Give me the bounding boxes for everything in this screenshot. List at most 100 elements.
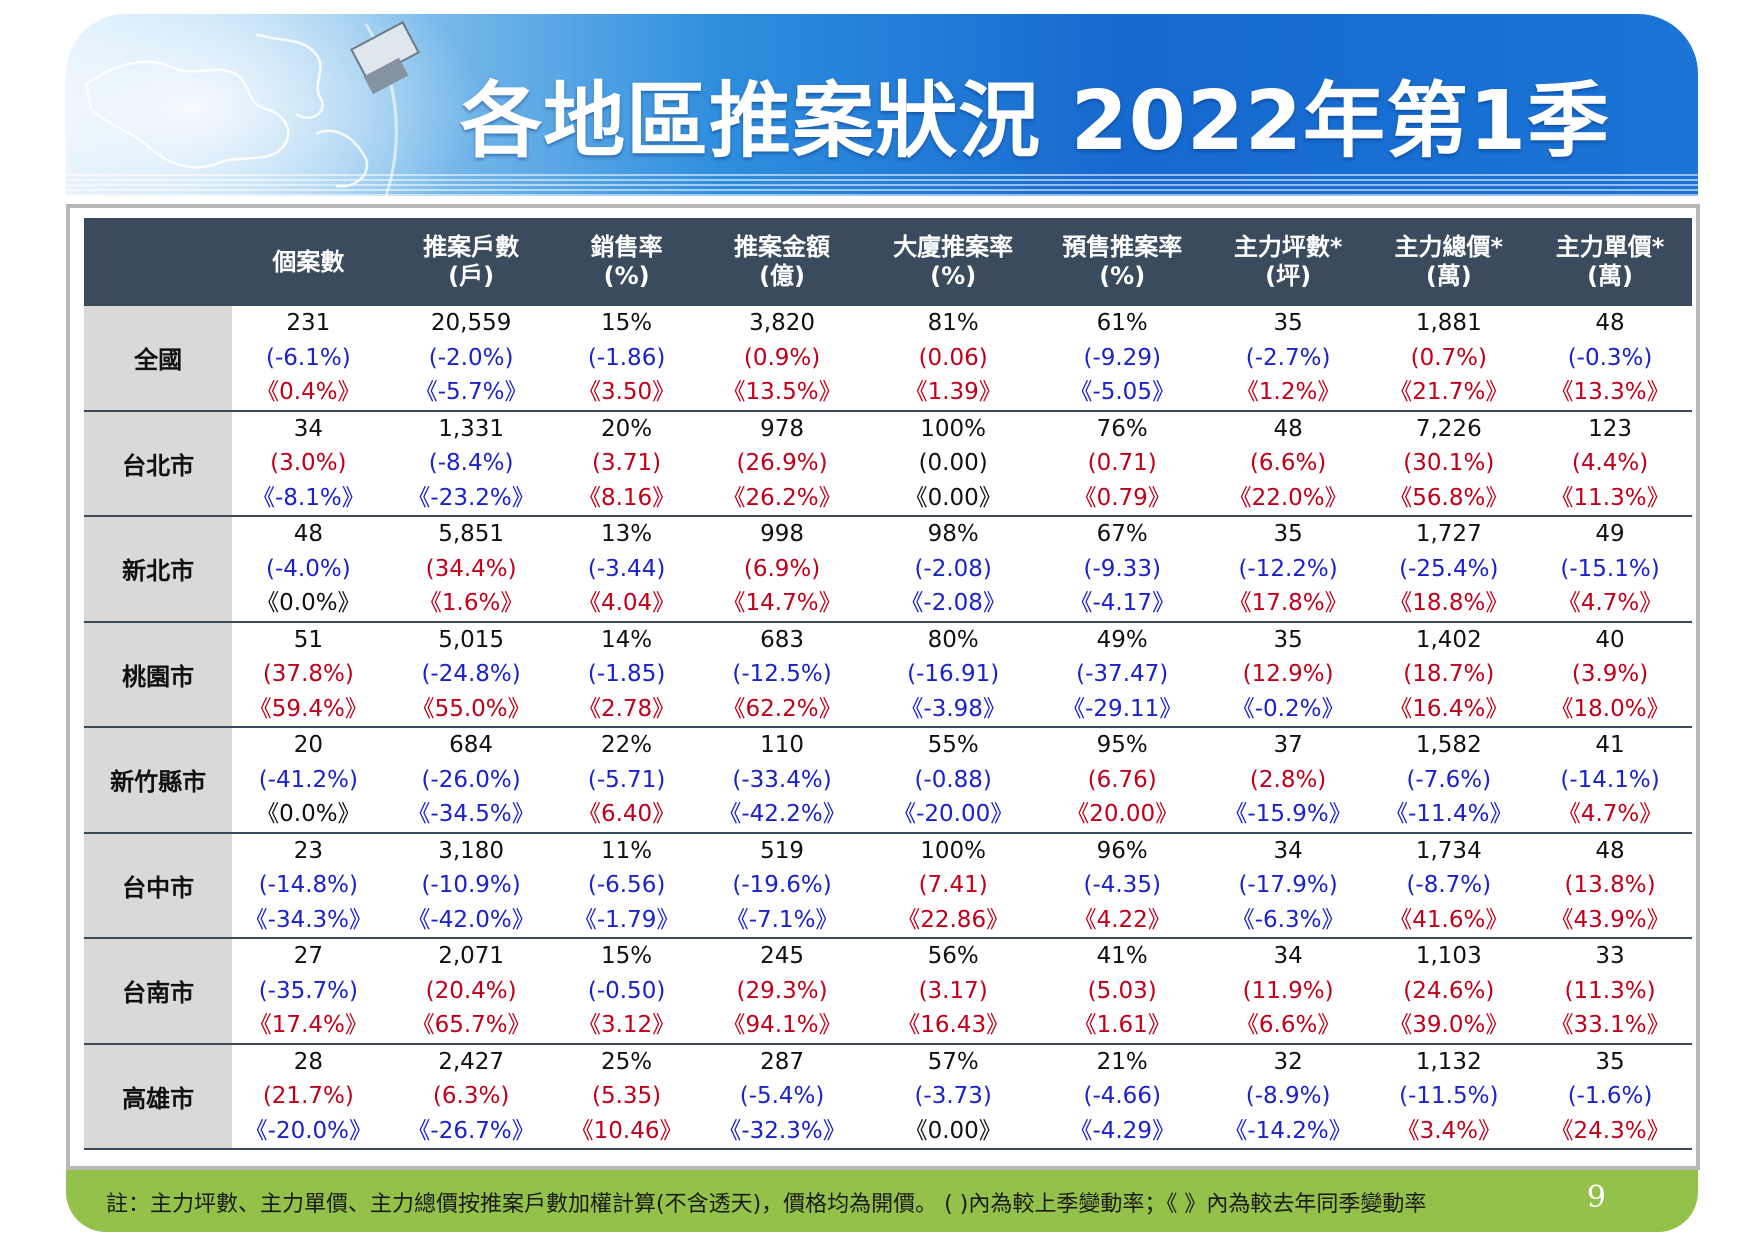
- cell-yoy-change: 《-15.9%》: [1224, 801, 1352, 827]
- cell-yoy-change: 《-5.7%》: [414, 379, 528, 405]
- cell-qoq-change: (-5.4%): [739, 1083, 825, 1109]
- cell-yoy-change: 《8.16》: [577, 484, 676, 511]
- cell-yoy-change: 《26.2%》: [722, 484, 842, 511]
- cell-value: 2,427: [438, 1048, 505, 1075]
- cell-value: 40: [1595, 626, 1625, 653]
- cell-qoq-change: (-16.91): [907, 661, 1000, 687]
- cell-yoy-change: 《1.39》: [904, 379, 1002, 405]
- cell-value: 49%: [1096, 626, 1148, 653]
- column-header: 大廈推案率 (%): [868, 218, 1038, 306]
- cell-qoq-change: (18.7%): [1403, 661, 1495, 687]
- cell-qoq-change: (0.71): [1087, 450, 1157, 476]
- cell-yoy-change: 《94.1%》: [722, 1012, 842, 1038]
- cell-yoy-change: 《2.78》: [577, 695, 676, 722]
- cell-yoy-change: 《-34.5%》: [407, 801, 535, 827]
- cell-yoy-change: 《6.40》: [577, 801, 676, 827]
- cell-qoq-change: (5.35): [592, 1083, 662, 1109]
- cell-qoq-change: (34.4%): [425, 555, 517, 582]
- table-cell: 95% (6.76) 《20.00》: [1037, 727, 1207, 834]
- cell-value: 1,734: [1415, 837, 1482, 864]
- table-cell: 15% (-1.86) 《3.50》: [557, 306, 696, 412]
- cell-yoy-change: 《59.4%》: [248, 695, 368, 722]
- cell-value: 67%: [1096, 521, 1148, 547]
- cell-value: 34: [293, 415, 323, 442]
- table-cell: 35 (-1.6%) 《24.3%》: [1528, 1043, 1692, 1150]
- cell-qoq-change: (-4.35): [1083, 872, 1161, 898]
- cell-value: 683: [760, 626, 804, 653]
- table-cell: 48 (6.6%) 《22.0%》: [1206, 410, 1370, 517]
- cell-yoy-change: 《-26.7%》: [407, 1117, 535, 1144]
- cell-yoy-change: 《-20.0%》: [244, 1117, 373, 1144]
- footnote: 註：主力坪數、主力單價、主力總價按推案戶數加權計算(不含透天)，價格均為開價。 …: [106, 1192, 1427, 1217]
- cell-qoq-change: (-11.5%): [1399, 1083, 1499, 1109]
- cell-yoy-change: 《-23.2%》: [407, 484, 535, 511]
- header-corner: [84, 218, 233, 306]
- cell-yoy-change: 《4.04》: [577, 590, 676, 616]
- cell-yoy-change: 《10.46》: [570, 1117, 683, 1144]
- cell-qoq-change: (-14.1%): [1560, 766, 1660, 793]
- table-cell: 20 (-41.2%) 《0.0%》: [232, 727, 385, 834]
- table-cell: 13% (-3.44) 《4.04》: [557, 516, 696, 623]
- cell-value: 100%: [920, 837, 987, 864]
- table-cell: 40 (3.9%) 《18.0%》: [1528, 621, 1692, 728]
- table-row: 全國 231 (-6.1%) 《0.4%》 20,559 (-2.0%) 《-5.7%》 15…: [84, 306, 1692, 412]
- cell-qoq-change: (-6.56): [587, 872, 666, 898]
- cell-yoy-change: 《-14.2%》: [1224, 1117, 1352, 1144]
- table-cell: 684 (-26.0%) 《-34.5%》: [384, 727, 558, 834]
- table-cell: 110 (-33.4%) 《-42.2%》: [695, 727, 869, 834]
- cell-qoq-change: (5.03): [1087, 977, 1157, 1004]
- table-cell: 22% (-5.71) 《6.40》: [557, 727, 696, 834]
- cell-yoy-change: 《-3.98》: [900, 695, 1006, 722]
- cell-qoq-change: (-2.7%): [1245, 344, 1331, 371]
- cell-value: 3,820: [749, 310, 815, 336]
- cell-qoq-change: (-19.6%): [732, 872, 832, 898]
- cell-qoq-change: (-15.1%): [1560, 555, 1660, 582]
- globe-map-icon: [84, 21, 420, 196]
- table-cell: 48 (-0.3%) 《13.3%》: [1528, 306, 1692, 412]
- cell-yoy-change: 《3.4%》: [1396, 1117, 1502, 1144]
- table-cell: 978 (26.9%) 《26.2%》: [695, 410, 869, 517]
- table-cell: 57% (-3.73) 《0.00》: [868, 1043, 1038, 1150]
- cell-value: 48: [1595, 837, 1625, 864]
- cell-yoy-change: 《1.61》: [1073, 1012, 1171, 1038]
- cell-yoy-change: 《-4.17》: [1069, 590, 1175, 616]
- cell-yoy-change: 《11.3%》: [1550, 484, 1670, 511]
- column-header-unit: (萬): [1425, 262, 1472, 290]
- table-cell: 34 (3.0%) 《-8.1%》: [232, 410, 385, 517]
- cell-yoy-change: 《0.00》: [904, 1117, 1002, 1144]
- table-cell: 21% (-4.66) 《-4.29》: [1037, 1043, 1207, 1150]
- table-cell: 56% (3.17) 《16.43》: [868, 938, 1038, 1045]
- table-cell: 15% (-0.50) 《3.12》: [557, 938, 696, 1045]
- cell-yoy-change: 《13.5%》: [722, 379, 842, 405]
- cell-yoy-change: 《18.8%》: [1389, 590, 1509, 616]
- table-cell: 1,582 (-7.6%) 《-11.4%》: [1369, 727, 1529, 834]
- table-cell: 287 (-5.4%) 《-32.3%》: [695, 1043, 869, 1150]
- cell-qoq-change: (-1.86): [587, 344, 666, 371]
- cell-yoy-change: 《16.4%》: [1389, 695, 1509, 722]
- cell-qoq-change: (20.4%): [425, 977, 517, 1004]
- cell-value: 15%: [601, 310, 653, 336]
- cell-yoy-change: 《43.9%》: [1550, 906, 1670, 933]
- table-cell: 14% (-1.85) 《2.78》: [557, 621, 696, 728]
- cell-qoq-change: (24.6%): [1403, 977, 1495, 1004]
- cell-qoq-change: (-1.6%): [1567, 1083, 1653, 1109]
- cell-value: 1,582: [1415, 732, 1482, 758]
- cell-qoq-change: (-3.44): [587, 555, 666, 582]
- cell-yoy-change: 《-42.2%》: [718, 801, 846, 827]
- cell-value: 123: [1588, 415, 1632, 442]
- table-cell: 7,226 (30.1%) 《56.8%》: [1369, 410, 1529, 517]
- cell-yoy-change: 《0.00》: [904, 484, 1002, 511]
- cell-qoq-change: (-0.3%): [1567, 344, 1653, 371]
- cell-yoy-change: 《0.4%》: [256, 379, 361, 405]
- column-header: 主力單價* (萬): [1528, 218, 1692, 306]
- cell-value: 14%: [601, 626, 653, 653]
- cell-value: 5,851: [438, 521, 505, 547]
- cell-value: 96%: [1096, 837, 1148, 864]
- table-row: 台北市 34 (3.0%) 《-8.1%》 1,331 (-8.4%) 《-23.2%》 20…: [84, 410, 1692, 517]
- cell-qoq-change: (6.6%): [1249, 450, 1327, 476]
- cell-value: 25%: [601, 1048, 653, 1075]
- cell-yoy-change: 《18.0%》: [1550, 695, 1670, 722]
- cell-qoq-change: (-26.0%): [421, 766, 521, 793]
- column-header-label: 推案金額: [734, 233, 831, 261]
- cell-qoq-change: (-9.33): [1083, 555, 1161, 582]
